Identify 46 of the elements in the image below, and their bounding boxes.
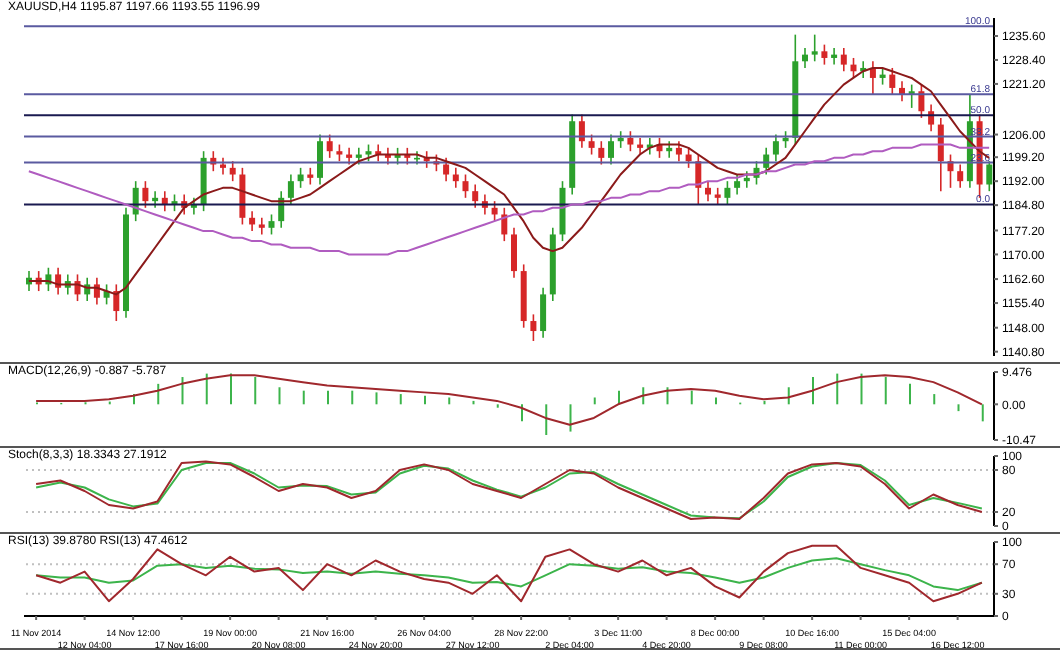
candlestick	[957, 163, 964, 189]
candlestick	[608, 133, 614, 166]
candlestick	[462, 173, 469, 199]
candlestick	[55, 266, 62, 296]
candlestick	[802, 47, 808, 69]
candlestick	[249, 210, 256, 232]
candlestick	[511, 226, 517, 279]
candlestick	[724, 180, 731, 206]
line-series	[35, 544, 983, 603]
candlestick	[734, 173, 741, 196]
candlestick	[598, 140, 605, 166]
candlestick	[627, 130, 634, 152]
candlestick	[637, 137, 644, 156]
candlestick	[705, 180, 711, 202]
candlestick	[540, 286, 547, 339]
candlestick	[889, 67, 896, 96]
candlestick	[326, 133, 333, 159]
candlestick	[559, 180, 566, 242]
candlestick	[772, 133, 779, 162]
candlestick	[297, 167, 304, 189]
candlestick	[821, 43, 828, 66]
candlestick	[928, 103, 935, 133]
candlestick	[588, 133, 595, 156]
candlestick	[811, 33, 818, 63]
candlestick	[229, 160, 236, 182]
line-series	[35, 557, 983, 592]
candlestick	[501, 207, 508, 242]
candlestick	[850, 57, 857, 79]
candlestick	[530, 313, 537, 342]
candlestick	[685, 147, 692, 169]
candlestick	[452, 167, 459, 189]
candlestick	[317, 133, 323, 186]
candlestick	[443, 157, 450, 182]
candlestick	[472, 183, 479, 209]
candlestick	[831, 47, 838, 66]
candlestick	[675, 140, 682, 162]
line-series	[35, 374, 983, 426]
candlestick	[578, 113, 585, 149]
candlestick	[287, 173, 294, 206]
candlestick	[491, 200, 498, 222]
candlestick	[239, 167, 246, 226]
candlestick	[840, 47, 847, 73]
candlestick	[93, 276, 100, 306]
candlestick	[268, 213, 275, 236]
candlestick	[142, 180, 149, 209]
candlestick	[918, 83, 925, 119]
